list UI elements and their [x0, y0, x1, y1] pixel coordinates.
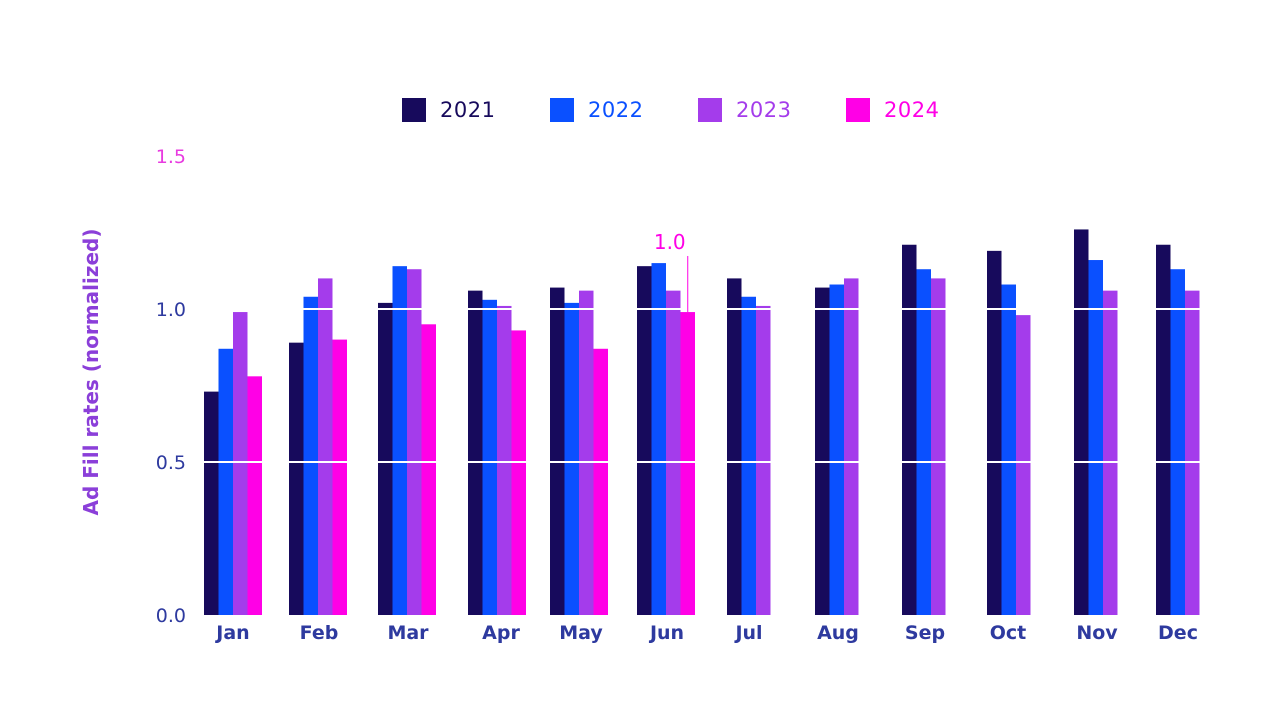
y-tick-label: 0.5 — [156, 452, 186, 474]
y-tick-label: 0.0 — [156, 605, 186, 627]
bar-mar-2023 — [407, 269, 422, 615]
bar-may-2022 — [564, 302, 579, 615]
bar-jan-2024 — [247, 376, 262, 615]
x-tick-label: Mar — [387, 622, 429, 644]
bar-dec-2021 — [1156, 244, 1171, 616]
gridlines-layer — [190, 308, 1215, 463]
legend-swatch — [846, 98, 870, 122]
legend-item-2024: 2024 — [846, 98, 939, 122]
bar-aug-2023 — [844, 278, 859, 615]
annotation-layer: 1.0 — [654, 230, 689, 313]
legend-item-2021: 2021 — [402, 98, 495, 122]
bar-jan-2022 — [218, 348, 233, 615]
x-tick-label: Dec — [1158, 622, 1198, 644]
bar-aug-2022 — [829, 284, 844, 615]
bar-mar-2022 — [392, 266, 407, 615]
legend-swatch — [698, 98, 722, 122]
bar-oct-2022 — [1001, 284, 1016, 615]
bar-nov-2023 — [1103, 290, 1118, 615]
legend-item-2023: 2023 — [698, 98, 791, 122]
bar-sep-2023 — [931, 278, 946, 615]
legend-label: 2021 — [440, 98, 496, 122]
bar-nov-2021 — [1074, 229, 1089, 615]
x-tick-label: Apr — [482, 622, 520, 644]
bar-jun-2023 — [666, 290, 681, 615]
y-axis-ticks: 0.0 0.5 1.0 1.5 — [156, 146, 186, 627]
bar-feb-2023 — [318, 278, 333, 615]
legend-swatch — [402, 98, 426, 122]
bar-oct-2023 — [1016, 315, 1031, 615]
annotation-label: 1.0 — [654, 230, 686, 254]
bar-sep-2022 — [916, 269, 931, 615]
bar-dec-2023 — [1185, 290, 1200, 615]
bar-jul-2021 — [727, 278, 742, 615]
bar-feb-2024 — [332, 339, 347, 615]
bar-feb-2021 — [289, 342, 304, 615]
bar-may-2023 — [579, 290, 594, 615]
bar-jun-2024 — [680, 312, 695, 615]
y-tick-label: 1.0 — [156, 299, 186, 321]
bar-dec-2022 — [1170, 269, 1185, 615]
bar-aug-2021 — [815, 287, 830, 615]
y-tick-label: 1.5 — [156, 146, 186, 168]
bar-mar-2021 — [378, 302, 393, 615]
x-tick-label: Jan — [214, 622, 249, 644]
bar-apr-2021 — [468, 290, 483, 615]
legend-label: 2022 — [588, 98, 644, 122]
x-tick-label: Aug — [817, 622, 859, 644]
legend-label: 2023 — [736, 98, 792, 122]
x-tick-label: Sep — [905, 622, 945, 644]
bar-apr-2023 — [497, 305, 512, 615]
bar-jun-2022 — [651, 263, 666, 615]
bar-jan-2021 — [204, 391, 219, 615]
x-axis-ticks: Jan Feb Mar Apr May Jun Jul Aug Sep Oct Nov Dec — [214, 622, 1198, 644]
bar-nov-2022 — [1088, 260, 1103, 615]
x-tick-label: Jun — [648, 622, 684, 644]
x-tick-label: Nov — [1076, 622, 1118, 644]
bar-may-2021 — [550, 287, 565, 615]
bar-oct-2021 — [987, 250, 1002, 616]
bar-jul-2023 — [756, 305, 771, 615]
y-axis-label: Ad Fill rates (normalized) — [79, 229, 103, 516]
legend-item-2022: 2022 — [550, 98, 643, 122]
x-tick-label: Jul — [733, 622, 762, 644]
x-tick-label: May — [559, 622, 603, 644]
legend-label: 2024 — [884, 98, 940, 122]
bar-jun-2021 — [637, 266, 652, 615]
x-tick-label: Feb — [300, 622, 339, 644]
legend-swatch — [550, 98, 574, 122]
bar-feb-2022 — [303, 296, 318, 615]
bar-mar-2024 — [421, 324, 436, 615]
bars-layer — [204, 229, 1200, 616]
bar-jul-2022 — [741, 296, 756, 615]
x-tick-label: Oct — [990, 622, 1027, 644]
bar-sep-2021 — [902, 244, 917, 616]
bar-may-2024 — [593, 348, 608, 615]
bar-apr-2022 — [482, 299, 497, 615]
bar-jan-2023 — [233, 312, 248, 615]
bar-apr-2024 — [511, 330, 526, 615]
legend: 2021 2022 2023 2024 — [0, 98, 1280, 130]
